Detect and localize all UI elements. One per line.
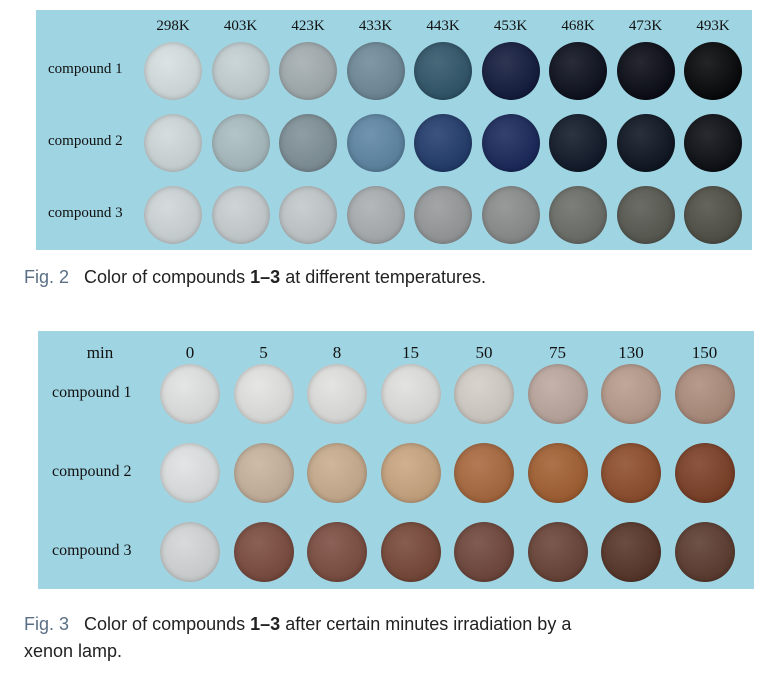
column-label: 15 [402, 343, 419, 362]
column-label: 423K [291, 18, 325, 34]
column-label: 75 [549, 343, 566, 362]
row-label: compound 3 [52, 542, 132, 559]
color-swatch [160, 364, 220, 424]
column-label: 130 [618, 343, 644, 362]
color-swatch [279, 186, 337, 244]
color-swatch [279, 42, 337, 100]
color-swatch [454, 443, 514, 503]
column-label: 150 [691, 343, 718, 362]
figure-3-caption: Fig. 3 Color of compounds 1–3 after cert… [24, 611, 774, 665]
column-label: 8 [332, 343, 342, 362]
color-swatch [346, 42, 405, 100]
row-label: compound 2 [52, 463, 132, 480]
color-swatch [279, 114, 337, 172]
figure-2-caption-bold: 1–3 [250, 267, 281, 287]
color-swatch [307, 522, 367, 582]
figure-2-caption-pre: Color of compounds [84, 267, 251, 287]
column-label: 473K [628, 18, 663, 34]
color-swatch [684, 42, 742, 100]
color-swatch [380, 443, 441, 503]
color-swatch [601, 364, 661, 424]
color-swatch [674, 443, 735, 503]
column-label: 468K [561, 18, 595, 34]
figure-3-caption-line2: xenon lamp. [24, 641, 123, 661]
color-swatch [481, 42, 540, 100]
figure-3-caption-post: after certain minutes irradiation by a [280, 614, 572, 634]
column-label: 453K [493, 18, 528, 34]
color-swatch [144, 42, 202, 100]
color-swatch [160, 522, 220, 582]
color-swatch [307, 443, 367, 503]
color-swatch [414, 42, 472, 100]
figure-2-label: Fig. 2 [24, 267, 70, 287]
color-swatch [481, 186, 540, 244]
corner-label: min [86, 343, 114, 362]
color-swatch [307, 364, 367, 424]
color-swatch [380, 522, 441, 582]
figure-3-label: Fig. 3 [24, 614, 70, 634]
color-swatch [160, 443, 220, 503]
color-swatch [346, 114, 405, 172]
row-label: compound 1 [48, 61, 123, 77]
color-swatch [684, 114, 742, 172]
figure-2-panel: 298K 403K 423K 433K 443K 453K 468K 473K 493K comp… [36, 10, 752, 250]
color-swatch [549, 42, 607, 100]
color-swatch [454, 522, 514, 582]
color-swatch [211, 42, 270, 100]
row-label: compound 2 [48, 133, 123, 149]
column-label: 443K [426, 18, 460, 34]
column-label: 493K [696, 18, 730, 34]
color-swatch [616, 114, 675, 172]
color-swatch [527, 443, 588, 503]
color-swatch [454, 364, 514, 424]
color-swatch [380, 364, 441, 424]
row-label: compound 3 [48, 205, 123, 221]
color-swatch [616, 42, 675, 100]
color-swatch [601, 443, 661, 503]
column-label: 0 [185, 343, 195, 362]
color-swatch [233, 522, 294, 582]
color-swatch [211, 114, 270, 172]
figure-3-panel: min 0 5 8 15 50 75 130 150 compound 1 compound 2 co… [38, 331, 754, 589]
color-swatch [144, 114, 202, 172]
color-swatch [233, 443, 294, 503]
color-swatch [144, 186, 202, 244]
color-swatch [549, 186, 607, 244]
color-swatch [527, 522, 588, 582]
column-label: 433K [358, 18, 393, 34]
column-label: 298K [156, 18, 190, 34]
figure-2-caption: Fig. 2 Color of compounds 1–3 at differe… [24, 264, 486, 291]
color-swatch [674, 364, 735, 424]
figure-2-caption-post: at different temperatures. [280, 267, 486, 287]
color-swatch [616, 186, 675, 244]
column-label: 403K [223, 18, 258, 34]
color-swatch [549, 114, 607, 172]
color-swatch [233, 364, 294, 424]
column-label: 5 [259, 343, 268, 362]
color-swatch [346, 186, 405, 244]
color-swatch [481, 114, 540, 172]
color-swatch [684, 186, 742, 244]
row-label: compound 1 [52, 384, 132, 401]
color-swatch [527, 364, 588, 424]
figure-3-caption-bold: 1–3 [250, 614, 281, 634]
color-swatch [211, 186, 270, 244]
color-swatch [601, 522, 661, 582]
figure-3-caption-pre: Color of compounds [84, 614, 251, 634]
column-label: 50 [475, 343, 493, 362]
color-swatch [414, 114, 472, 172]
color-swatch [414, 186, 472, 244]
color-swatch [674, 522, 735, 582]
